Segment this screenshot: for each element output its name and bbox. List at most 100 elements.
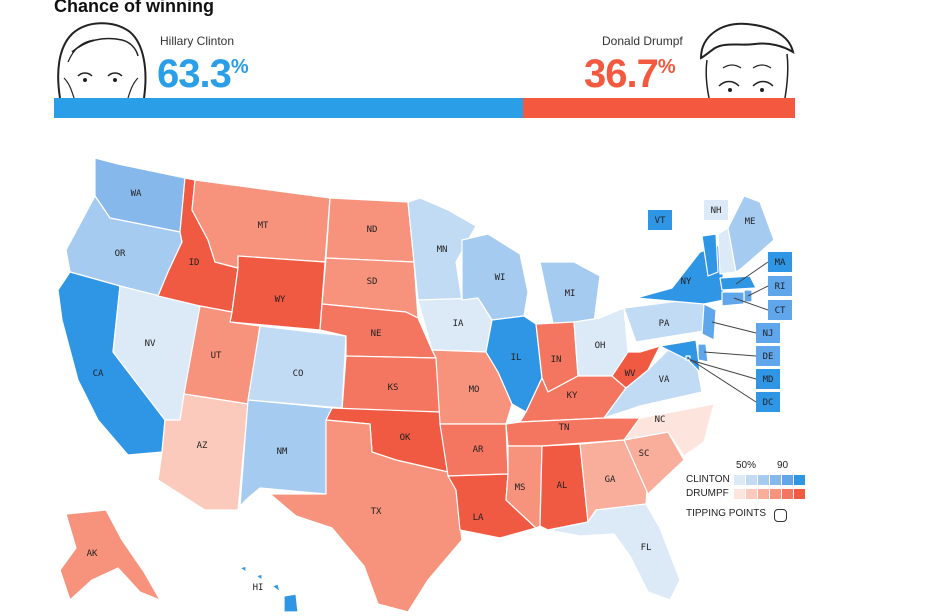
state-nj[interactable] bbox=[701, 303, 717, 341]
legend-clinton-label: CLINTON bbox=[686, 474, 730, 485]
legend-drumpf-swatch bbox=[746, 489, 757, 499]
state-label-ut: UT bbox=[211, 351, 222, 361]
state-label-nj: NJ bbox=[763, 329, 774, 339]
state-box-de[interactable] bbox=[756, 346, 780, 366]
tipping-point-circle-icon bbox=[774, 509, 787, 522]
state-fl[interactable] bbox=[547, 503, 681, 601]
state-me[interactable] bbox=[727, 195, 775, 273]
legend-drumpf-label: DRUMPF bbox=[686, 488, 729, 499]
state-wy[interactable] bbox=[229, 255, 326, 331]
state-label-id: ID bbox=[189, 258, 200, 268]
state-label-ga: GA bbox=[605, 475, 616, 485]
state-label-or: OR bbox=[115, 249, 126, 259]
state-box-ma[interactable] bbox=[768, 252, 792, 272]
state-label-tx: TX bbox=[371, 507, 382, 517]
state-label-pa: PA bbox=[659, 319, 670, 329]
callout-line-ri bbox=[747, 285, 769, 297]
legend-clinton-swatch bbox=[758, 475, 769, 485]
state-de[interactable] bbox=[697, 343, 709, 363]
state-label-hi: HI bbox=[253, 583, 264, 593]
drumpf-bar bbox=[523, 98, 795, 118]
state-label-me: ME bbox=[745, 217, 756, 227]
state-box-ct[interactable] bbox=[768, 300, 792, 320]
legend-clinton-swatch bbox=[782, 475, 793, 485]
state-label-md: MD bbox=[763, 375, 774, 385]
state-label-mi: MI bbox=[565, 289, 576, 299]
legend-drumpf-swatch bbox=[734, 489, 745, 499]
state-tx[interactable] bbox=[269, 419, 463, 613]
legend-tick-low: 50% bbox=[736, 460, 757, 471]
state-label-wi: WI bbox=[495, 273, 506, 283]
state-label-mt: MT bbox=[258, 221, 269, 231]
state-label-nm: NM bbox=[277, 447, 288, 457]
legend-drumpf-swatch bbox=[794, 489, 805, 499]
state-label-mo: MO bbox=[469, 385, 480, 395]
state-label-wy: WY bbox=[275, 295, 286, 305]
state-label-la: LA bbox=[473, 513, 484, 523]
state-box-nj[interactable] bbox=[756, 323, 780, 343]
state-label-nc: NC bbox=[655, 415, 666, 425]
state-ak[interactable] bbox=[59, 509, 161, 601]
legend-clinton-swatch bbox=[734, 475, 745, 485]
state-label-sc: SC bbox=[639, 449, 650, 459]
state-box-vt[interactable] bbox=[648, 210, 672, 230]
state-label-in: IN bbox=[551, 355, 562, 365]
state-label-ca: CA bbox=[93, 369, 104, 379]
callout-line-de bbox=[703, 351, 757, 357]
callout-line-md bbox=[689, 359, 757, 380]
state-nc[interactable] bbox=[623, 403, 715, 457]
callout-line-nj bbox=[711, 321, 757, 334]
state-va[interactable] bbox=[603, 349, 703, 419]
state-label-sd: SD bbox=[367, 277, 378, 287]
state-label-de: DE bbox=[763, 352, 774, 362]
clinton-bar bbox=[54, 98, 523, 118]
state-box-md[interactable] bbox=[756, 369, 780, 389]
state-box-dc[interactable] bbox=[756, 392, 780, 412]
legend-clinton-swatch bbox=[770, 475, 781, 485]
state-mn[interactable] bbox=[407, 197, 477, 301]
state-ct[interactable] bbox=[721, 291, 745, 307]
legend-tick-high: 90 bbox=[777, 460, 789, 471]
drumpf-name: Donald Drumpf bbox=[602, 34, 683, 48]
state-label-ar: AR bbox=[473, 445, 484, 455]
state-vt[interactable] bbox=[701, 233, 719, 277]
legend-clinton-scale bbox=[734, 475, 806, 485]
clinton-name: Hillary Clinton bbox=[160, 34, 235, 48]
state-label-ak: AK bbox=[87, 549, 98, 559]
legend-drumpf-swatch bbox=[758, 489, 769, 499]
drumpf-chance: 36.7% bbox=[584, 52, 676, 96]
state-label-ct: CT bbox=[775, 306, 786, 316]
state-label-ny: NY bbox=[681, 277, 692, 287]
state-label-fl: FL bbox=[641, 543, 652, 553]
state-label-il: IL bbox=[511, 353, 522, 363]
state-label-ne: NE bbox=[371, 329, 382, 339]
page-title: Chance of winning bbox=[54, 0, 214, 16]
state-co[interactable] bbox=[247, 325, 347, 409]
state-hi[interactable] bbox=[239, 565, 299, 613]
state-box-ri[interactable] bbox=[768, 276, 792, 296]
state-label-va: VA bbox=[659, 375, 670, 385]
legend-clinton-swatch bbox=[746, 475, 757, 485]
state-label-co: CO bbox=[293, 369, 304, 379]
callout-line-ct bbox=[733, 297, 769, 311]
state-md[interactable] bbox=[659, 339, 701, 373]
state-label-ky: KY bbox=[567, 391, 578, 401]
state-label-wv: WV bbox=[625, 369, 636, 379]
state-label-ok: OK bbox=[400, 433, 411, 443]
legend-drumpf-scale bbox=[734, 489, 806, 499]
state-box-nh[interactable] bbox=[704, 200, 728, 220]
state-label-oh: OH bbox=[595, 341, 606, 351]
clinton-chance: 63.3% bbox=[157, 52, 249, 96]
state-label-dc: DC bbox=[763, 398, 774, 408]
legend-tipping-label: TIPPING POINTS bbox=[686, 508, 767, 519]
clinton-portrait-icon bbox=[57, 22, 147, 98]
callout-line-dc bbox=[687, 357, 757, 403]
state-label-vt: VT bbox=[655, 216, 666, 226]
state-label-nd: ND bbox=[367, 225, 378, 235]
state-label-ks: KS bbox=[388, 383, 399, 393]
state-label-ia: IA bbox=[453, 319, 464, 329]
legend-drumpf-swatch bbox=[770, 489, 781, 499]
state-label-ri: RI bbox=[775, 282, 786, 292]
state-label-ma: MA bbox=[775, 258, 786, 268]
